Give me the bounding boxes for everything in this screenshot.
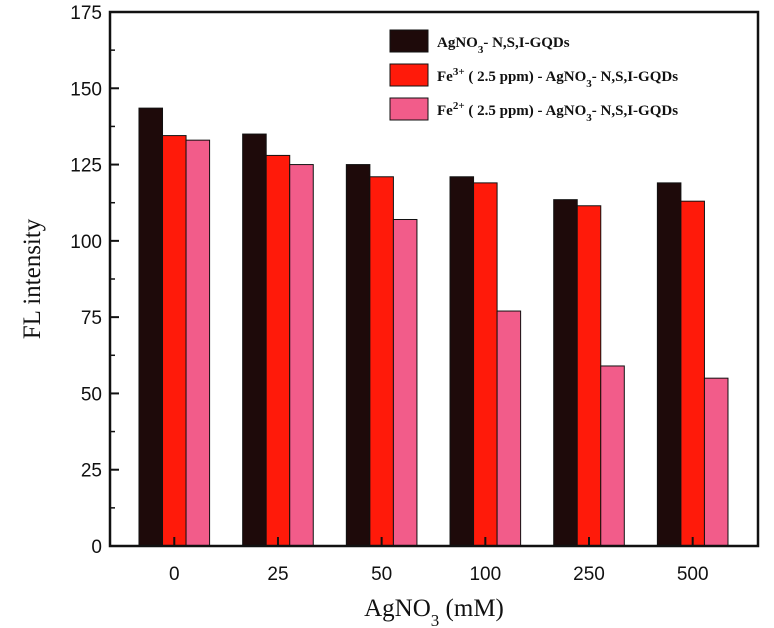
x-axis-title-base: AgNO (364, 595, 431, 622)
bar-series-3-0 (185, 139, 211, 547)
y-tick-label: 25 (81, 461, 102, 482)
y-tick-label: 175 (70, 3, 102, 24)
bar-series-1-25 (242, 133, 267, 547)
bar-series-3-100 (496, 310, 522, 547)
legend-label-3: Fe2+ ( 2.5 ppm) - AgNO3- N,S,I-GQDs (437, 100, 678, 124)
legend-swatch-1 (389, 29, 429, 53)
bar-series-2-100 (473, 182, 498, 547)
bar-series-3-250 (600, 365, 625, 547)
legend-swatch-3 (389, 97, 429, 121)
y-tick-label: 100 (70, 232, 102, 253)
bar-series-2-0 (162, 135, 187, 547)
bar-series-1-500 (656, 182, 682, 547)
y-tick-label: 125 (70, 156, 102, 177)
bar-series-2-50 (369, 176, 394, 547)
legend: AgNO3- N,S,I-GQDs Fe3+ ( 2.5 ppm) - AgNO3… (389, 29, 678, 124)
y-tick-label: 0 (91, 537, 102, 558)
y-tick-label: 50 (81, 384, 102, 405)
x-tick-label: 50 (371, 564, 392, 585)
bar-series-3-500 (703, 377, 729, 547)
legend-label-2: Fe3+ ( 2.5 ppm) - AgNO3- N,S,I-GQDs (437, 66, 678, 90)
y-tick-label: 150 (70, 79, 102, 100)
legend-label-1: AgNO3- N,S,I-GQDs (437, 35, 570, 56)
x-tick-label: 25 (267, 564, 288, 585)
bar-series-2-250 (576, 205, 602, 547)
bar-series-1-50 (345, 164, 371, 547)
y-axis-title: FL intensity (19, 218, 46, 339)
x-axis-title-unit: (mM) (439, 595, 504, 622)
bar-series-2-500 (680, 200, 705, 547)
x-tick-label: 0 (169, 564, 180, 585)
x-tick-label: 100 (469, 564, 501, 585)
legend-swatch-2 (389, 63, 429, 87)
x-axis-title: AgNO3 (mM) (364, 595, 504, 628)
bars-group (138, 107, 729, 547)
bar-series-1-250 (553, 199, 578, 547)
bar-series-2-25 (265, 154, 291, 547)
y-tick-label: 75 (81, 308, 102, 329)
x-axis-title-subscript: 3 (431, 611, 440, 628)
x-axis: 0 25 50 100 250 500 (169, 537, 709, 585)
bar-series-3-50 (392, 218, 418, 547)
bar-series-3-25 (289, 164, 314, 547)
bar-series-1-0 (138, 107, 164, 547)
x-tick-label: 250 (573, 564, 605, 585)
bar-series-1-100 (449, 176, 475, 547)
x-tick-label: 500 (677, 564, 709, 585)
y-axis: 0 25 50 75 100 125 150 175 (70, 3, 119, 558)
